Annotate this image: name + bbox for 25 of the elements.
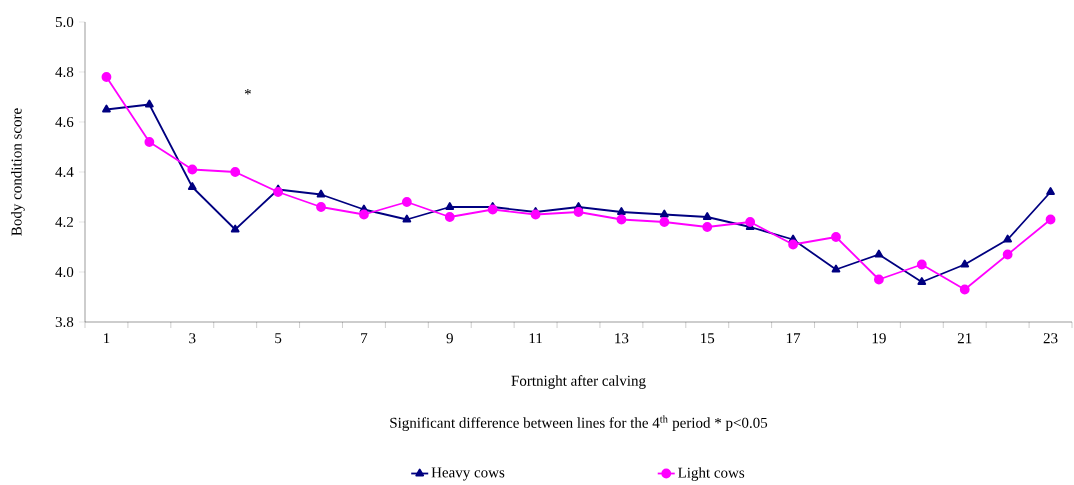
y-tick-label: 4.2	[55, 216, 73, 228]
legend-label: Heavy cows	[431, 467, 505, 481]
legend-label: Light cows	[678, 467, 745, 481]
x-tick-label: 1	[104, 333, 110, 344]
x-tick-label: 11	[529, 333, 542, 344]
x-tick-label: 7	[361, 333, 368, 344]
x-tick-label: 23	[1043, 333, 1058, 344]
x-tick-label: 5	[275, 333, 282, 344]
x-tick-label: 3	[189, 333, 196, 344]
annotation: *	[244, 89, 251, 95]
x-axis-title: Fortnight after calving	[511, 375, 646, 389]
x-tick-label: 9	[446, 333, 453, 344]
y-tick-label: 4.4	[55, 166, 74, 178]
text: Significant difference between lines for the 4$^{th}$ period * p<0.05	[390, 415, 768, 431]
x-tick-label: 15	[701, 333, 715, 344]
x-tick-label: 17	[786, 333, 801, 344]
y-tick-label: 3.8	[55, 316, 74, 328]
y-axis-title: Body condition score	[11, 108, 25, 236]
x-tick-label: 19	[872, 333, 886, 344]
y-tick-label: 5.0	[55, 16, 74, 28]
x-tick-label: 13	[615, 333, 629, 344]
y-tick-label: 4.0	[55, 266, 74, 278]
y-tick-label: 4.8	[55, 66, 74, 78]
x-tick-label: 21	[957, 333, 972, 344]
y-tick-label: 4.6	[55, 116, 74, 128]
